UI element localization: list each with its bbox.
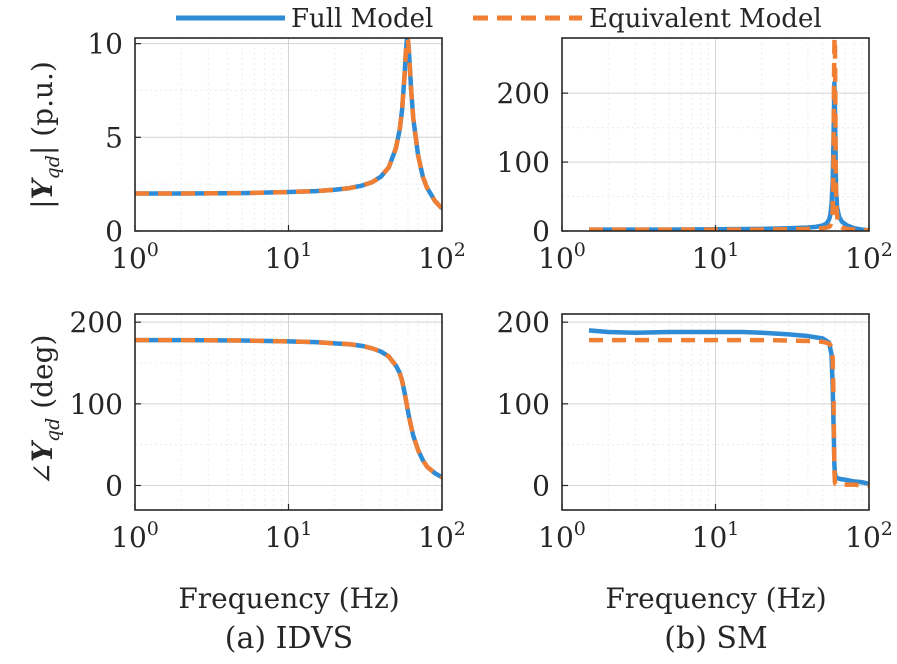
xtick-exp: 0 (147, 518, 159, 540)
series-equivalent-model (589, 36, 869, 231)
xtick-exp: 1 (727, 518, 739, 540)
ytick-label: 0 (532, 470, 550, 503)
xtick-exp: 2 (454, 518, 466, 540)
series-equivalent-model (135, 37, 442, 211)
xtick-base: 10 (692, 521, 728, 554)
ylabel-phase: ∠Yqd (deg) (26, 335, 64, 486)
series-full-model (589, 80, 869, 231)
xtick-exp: 1 (300, 239, 312, 261)
xtick-exp: 2 (454, 239, 466, 261)
caption-sm: (b) SM (664, 621, 767, 656)
series-equivalent-model (135, 337, 442, 480)
legend: Full Model Equivalent Model (176, 4, 822, 34)
xtick-label: 101 (265, 518, 313, 554)
ytick-label: 0 (532, 215, 550, 248)
xtick-exp: 0 (147, 239, 159, 261)
xtick-exp: 1 (300, 518, 312, 540)
xtick-base: 10 (538, 242, 574, 275)
xtick-base: 10 (845, 242, 881, 275)
xtick-base: 10 (418, 521, 454, 554)
ytick-label: 0 (105, 470, 123, 503)
xtick-exp: 1 (727, 239, 739, 261)
xtick-label: 102 (418, 518, 466, 554)
ytick-label: 5 (105, 121, 123, 154)
ylabel-magnitude-suffix: | (p.u.) (26, 61, 59, 155)
xtick-label: 101 (692, 518, 740, 554)
xlabel-sm: Frequency (Hz) (605, 582, 826, 615)
xtick-label: 100 (111, 239, 159, 275)
xtick-exp: 2 (881, 518, 893, 540)
legend-label-equivalent: Equivalent Model (589, 4, 822, 34)
ytick-label: 100 (497, 146, 550, 179)
xtick-base: 10 (845, 521, 881, 554)
xtick-label: 100 (111, 518, 159, 554)
xtick-base: 10 (692, 242, 728, 275)
ytick-label: 100 (497, 388, 550, 421)
xtick-base: 10 (111, 242, 147, 275)
xtick-label: 102 (418, 239, 466, 275)
ylabel-phase-prefix: ∠ (26, 462, 59, 485)
ylabel-phase-suffix: (deg) (26, 335, 59, 418)
xtick-base: 10 (265, 521, 301, 554)
xtick-label: 102 (845, 518, 893, 554)
caption-idvs: (a) IDVS (225, 621, 353, 656)
xtick-exp: 0 (574, 239, 586, 261)
ylabel-phase-sub: qd (42, 418, 64, 442)
xtick-label: 101 (692, 239, 740, 275)
xtick-label: 100 (538, 239, 586, 275)
series-full-model (588, 328, 869, 487)
legend-label-full: Full Model (291, 4, 433, 34)
ytick-label: 200 (70, 306, 123, 339)
xtick-exp: 2 (881, 239, 893, 261)
xtick-base: 10 (538, 521, 574, 554)
series-equivalent-model (589, 337, 869, 488)
xtick-exp: 0 (574, 518, 586, 540)
ylabel-magnitude-symbol: Y (26, 176, 59, 199)
ylabel-magnitude-prefix: | (26, 199, 59, 208)
xtick-base: 10 (265, 242, 301, 275)
ylabel-magnitude: |Yqd| (p.u.) (26, 61, 64, 209)
xtick-label: 100 (538, 518, 586, 554)
ytick-label: 200 (497, 306, 550, 339)
ylabel-phase-symbol: Y (26, 439, 59, 462)
ytick-label: 200 (497, 77, 550, 110)
xtick-label: 102 (845, 239, 893, 275)
ytick-label: 10 (87, 28, 123, 61)
xtick-label: 101 (265, 239, 313, 275)
ytick-label: 0 (105, 215, 123, 248)
xlabel-idvs: Frequency (Hz) (178, 582, 399, 615)
ylabel-magnitude-sub: qd (42, 155, 64, 179)
xtick-base: 10 (418, 242, 454, 275)
ytick-label: 100 (70, 388, 123, 421)
xtick-base: 10 (111, 521, 147, 554)
